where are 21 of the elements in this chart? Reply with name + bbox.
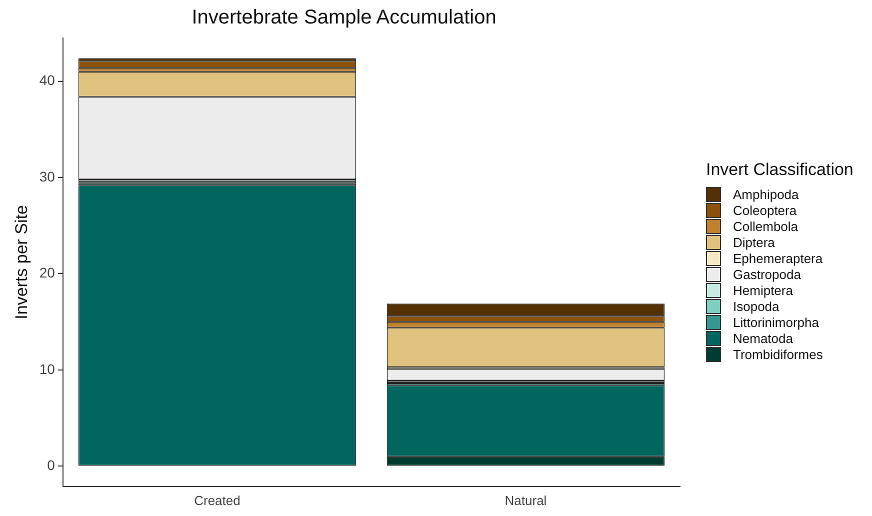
legend-label: Ephemeraptera	[733, 250, 823, 266]
x-tick-label: Created	[194, 492, 240, 508]
legend-label: Amphipoda	[733, 186, 799, 202]
legend-label: Trombidiformes	[733, 346, 823, 362]
legend-label: Hemiptera	[733, 282, 793, 298]
chart-title: Invertebrate Sample Accumulation	[192, 6, 496, 29]
legend-label: Collembola	[733, 218, 798, 234]
y-tick-label: 10	[39, 360, 56, 377]
legend-label: Gastropoda	[733, 266, 801, 282]
y-axis-title: Inverts per Site	[12, 205, 31, 320]
legend-label: Nematoda	[733, 330, 793, 346]
legend-label: Littorinimorpha	[733, 314, 819, 330]
x-tick-label: Natural	[504, 492, 547, 508]
y-tick-label: 0	[47, 457, 56, 474]
legend-label: Isopoda	[733, 298, 780, 314]
y-tick-label: 30	[39, 168, 56, 184]
y-tick-label: 20	[39, 264, 56, 281]
legend-label: Diptera	[733, 234, 775, 250]
legend-label: Coleoptera	[733, 202, 797, 218]
legend-title: Invert Classification	[706, 160, 854, 180]
y-tick-label: 40	[39, 72, 56, 88]
